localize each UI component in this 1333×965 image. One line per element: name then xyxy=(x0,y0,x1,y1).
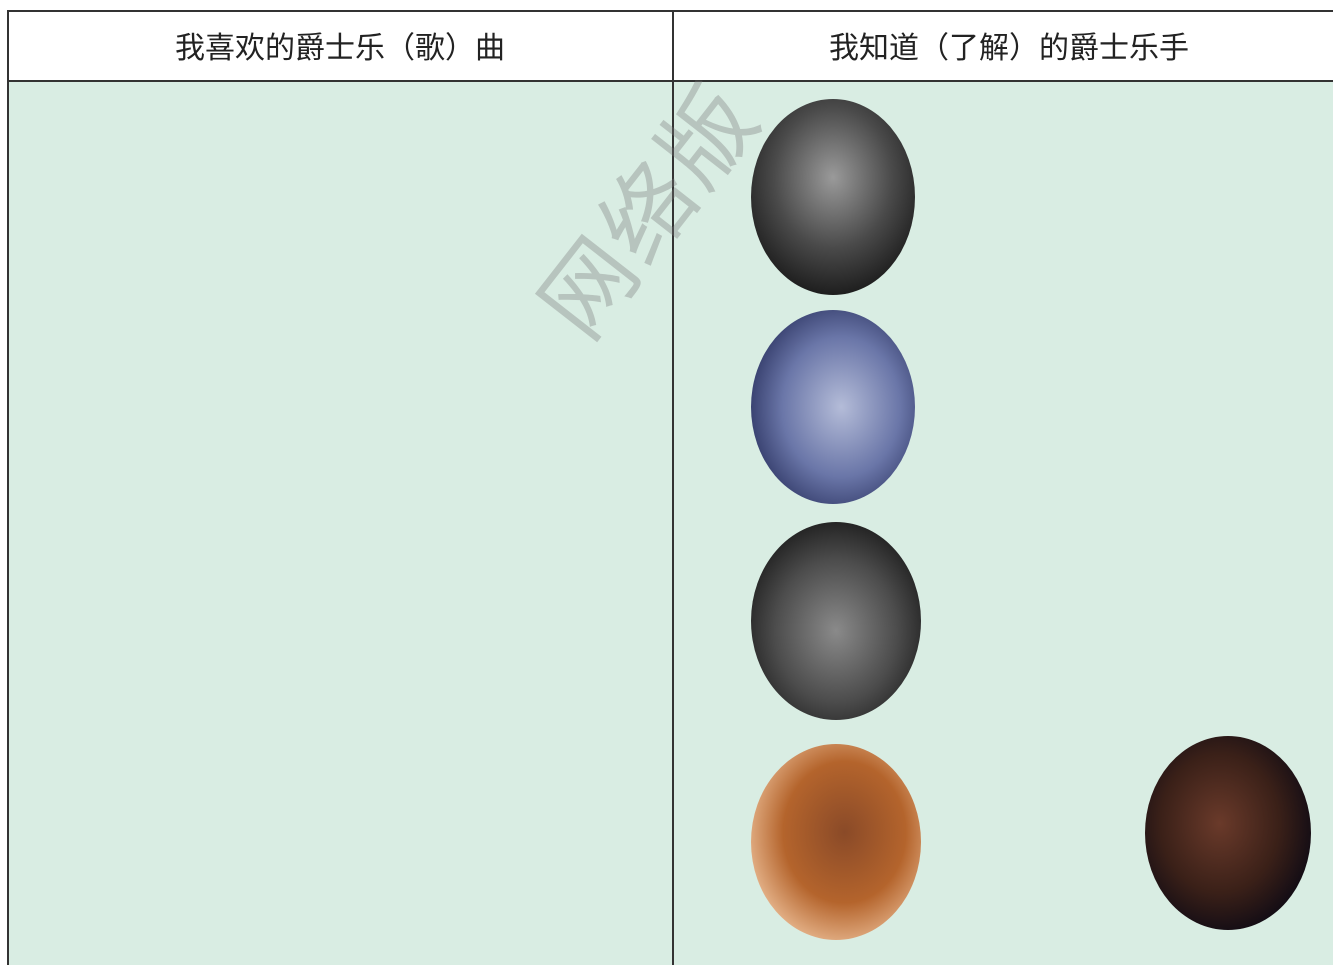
portrait-photo xyxy=(751,99,915,295)
header-cell: 我知道（了解）的爵士乐手 xyxy=(674,10,1333,82)
portrait-photo xyxy=(1145,736,1311,930)
table-border xyxy=(7,10,1333,965)
column-divider xyxy=(672,10,674,965)
left-cell xyxy=(7,82,673,965)
portrait-photo xyxy=(751,744,921,940)
portrait-photo xyxy=(751,522,921,720)
header-cell: 我喜欢的爵士乐（歌）曲 xyxy=(7,10,673,82)
portrait-photo xyxy=(751,310,915,504)
